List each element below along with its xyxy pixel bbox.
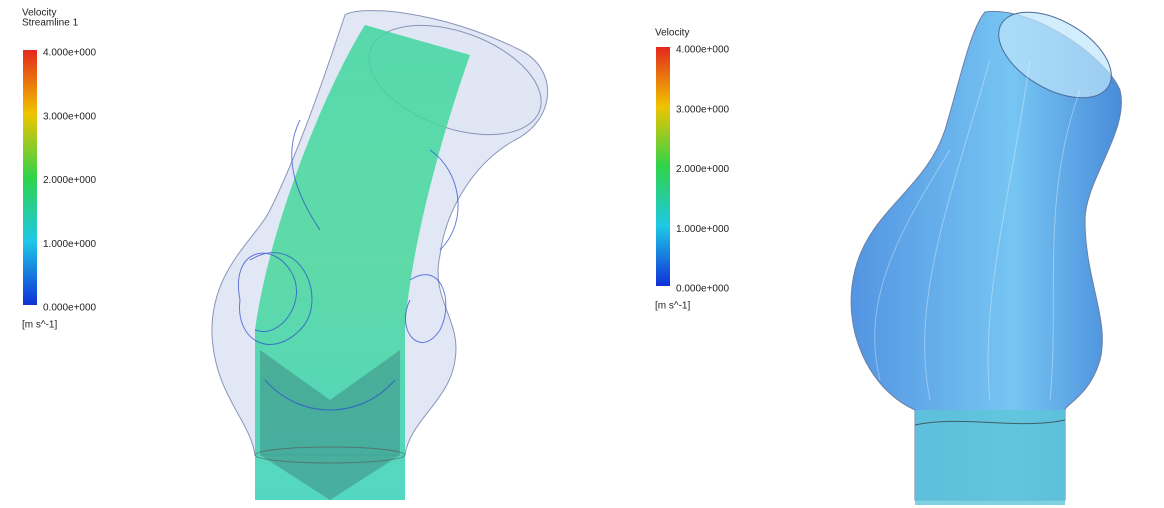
legend-label: 2.000e+000 <box>676 164 730 175</box>
page: Velocity Streamline 1 4.000e+000 3.000e+000… <box>0 0 1164 508</box>
legend-label: 4.000e+000 <box>43 48 97 59</box>
legend-label: 0.000e+000 <box>676 284 730 295</box>
legend-subtitle: Streamline 1 <box>22 18 79 29</box>
scene: Velocity Streamline 1 4.000e+000 3.000e+000… <box>0 0 1164 508</box>
legend-unit: [m s^-1] <box>655 301 690 312</box>
color-bar <box>656 47 670 286</box>
vessel-left <box>212 4 556 500</box>
color-bar <box>23 50 37 305</box>
legend-unit: [m s^-1] <box>22 320 57 331</box>
legend-title: Velocity <box>655 28 689 39</box>
legend-label: 1.000e+000 <box>43 239 97 250</box>
legend-label: 2.000e+000 <box>43 175 97 186</box>
legend-label: 3.000e+000 <box>676 104 730 115</box>
legend-label: 4.000e+000 <box>676 45 730 56</box>
legend-label: 0.000e+000 <box>43 303 97 314</box>
legend-label: 1.000e+000 <box>676 224 730 235</box>
vessel-right <box>851 0 1126 505</box>
legend-label: 3.000e+000 <box>43 111 97 122</box>
